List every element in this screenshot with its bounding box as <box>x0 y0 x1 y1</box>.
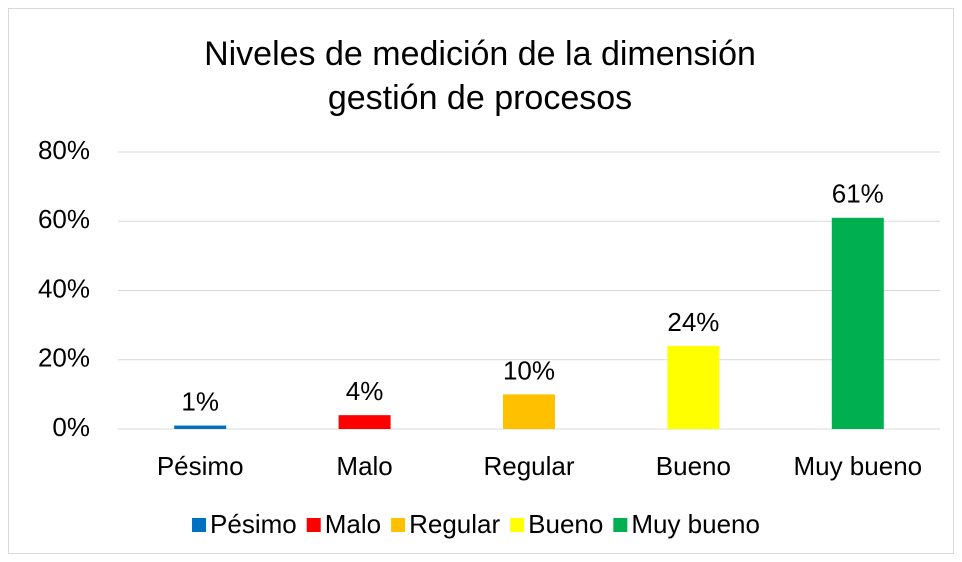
legend-swatch <box>306 518 321 532</box>
y-tick-label: 40% <box>38 273 90 303</box>
legend-swatch <box>613 518 628 532</box>
y-tick-label: 80% <box>38 135 90 165</box>
legend-label: Pésimo <box>210 509 297 539</box>
bar <box>174 425 227 429</box>
chart-title: Niveles de medición de la dimensión <box>204 35 756 73</box>
data-label: 24% <box>667 307 719 337</box>
data-label: 10% <box>503 355 555 385</box>
bar <box>503 394 555 429</box>
legend-swatch <box>391 518 406 532</box>
x-tick-label: Bueno <box>656 451 731 481</box>
legend-label: Bueno <box>528 509 603 539</box>
y-tick-label: 0% <box>52 412 90 442</box>
bar <box>831 217 884 429</box>
legend-label: Muy bueno <box>631 509 760 539</box>
bar <box>667 345 720 429</box>
legend-swatch <box>510 518 525 532</box>
x-tick-label: Regular <box>483 451 574 481</box>
legend-label: Regular <box>409 509 500 539</box>
data-label: 4% <box>346 376 384 406</box>
legend-label: Malo <box>325 509 381 539</box>
x-tick-label: Malo <box>336 451 392 481</box>
x-tick-label: Muy bueno <box>793 451 922 481</box>
bar <box>338 415 391 429</box>
x-tick-label: Pésimo <box>157 451 244 481</box>
legend-swatch <box>192 518 207 532</box>
chart-title: gestión de procesos <box>328 79 632 117</box>
data-label: 61% <box>832 179 884 209</box>
data-label: 1% <box>181 386 219 416</box>
chart-border <box>8 8 954 554</box>
y-tick-label: 20% <box>38 343 90 373</box>
y-tick-label: 60% <box>38 204 90 234</box>
